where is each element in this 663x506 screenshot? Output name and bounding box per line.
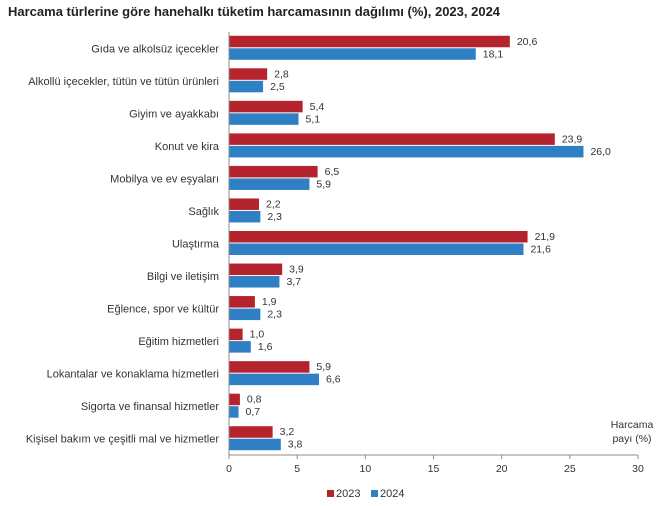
category-label: Lokantalar ve konaklama hizmetleri [47,369,219,381]
category-label: Alkollü içecekler, tütün ve tütün ürünle… [28,76,219,88]
category-label: Gıda ve alkolsüz içecekler [91,43,219,55]
bar-2023 [229,35,510,48]
data-label: 6,6 [326,374,341,386]
x-axis-title-line1: Harcama [611,419,654,431]
bar-2024 [229,373,319,386]
legend: 2023 2024 [327,488,404,500]
category-label: Bilgi ve iletişim [147,271,219,283]
data-label: 5,9 [316,361,331,373]
x-tick-label: 5 [294,463,300,475]
bar-2024 [229,113,299,125]
bar-2024 [229,276,280,288]
bar-2023 [229,133,555,145]
bar-2023 [229,361,310,373]
data-label: 2,3 [267,211,282,223]
category-label: Mobilya ve ev eşyaları [110,173,219,185]
x-axis: 0 5 10 15 20 25 30 Harcama payı (%) [226,32,653,475]
category-label: Sigorta ve finansal hizmetler [81,401,220,413]
bar-2024 [229,406,239,418]
bar-2024 [229,48,476,60]
bar-2024 [229,80,264,93]
category-label: Giyim ve ayakkabı [129,108,219,120]
x-tick-label: 25 [564,463,576,475]
data-label: 3,9 [289,264,304,276]
data-label: 6,5 [325,166,340,178]
data-label: 23,9 [562,133,583,145]
bar-2023 [229,393,240,406]
data-label: 3,7 [286,276,301,288]
legend-label-2023: 2023 [336,488,360,500]
data-label: 0,8 [247,394,262,406]
data-label: 1,0 [250,329,265,341]
legend-swatch-2024 [371,490,378,497]
bar-2023 [229,296,255,308]
bar-2024 [229,178,310,190]
data-label: 5,9 [316,178,331,190]
legend-label-2024: 2024 [380,488,404,500]
data-label: 21,9 [535,231,556,243]
bar-2024 [229,341,251,353]
chart-title: Harcama türlerine göre hanehalkı tüketim… [8,4,501,19]
data-label: 0,7 [246,406,261,418]
category-label: Konut ve kira [155,141,220,153]
data-label: 2,3 [267,309,282,321]
x-axis-title-line2: payı (%) [612,433,651,445]
data-label: 21,6 [530,244,551,256]
category-label: Kişisel bakım ve çeşitli mal ve hizmetle… [26,434,220,446]
data-label: 20,6 [517,36,538,48]
labels-layer: Gıda ve alkolsüz içecekler 20,6 18,1 Alkoll… [26,36,611,451]
data-label: 2,2 [266,198,281,210]
bar-2023 [229,198,259,210]
bar-2024 [229,438,281,451]
data-label: 3,2 [280,426,295,438]
bar-2023 [229,426,273,438]
data-label: 5,4 [310,101,325,113]
legend-swatch-2023 [327,490,334,497]
x-tick-label: 0 [226,463,232,475]
bar-2024 [229,308,261,321]
bar-2023 [229,328,243,341]
bar-2023 [229,68,268,80]
x-tick-label: 20 [496,463,508,475]
data-label: 2,5 [270,81,285,93]
bar-2024 [229,210,261,223]
data-label: 1,6 [258,341,273,353]
bar-2024 [229,243,524,255]
bar-2024 [229,145,584,158]
data-label: 26,0 [590,146,611,158]
category-label: Ulaştırma [172,239,220,251]
data-label: 5,1 [306,113,321,125]
x-tick-label: 30 [632,463,644,475]
category-label: Eğlence, spor ve kültür [107,304,219,316]
category-label: Sağlık [188,206,219,218]
x-tick-label: 15 [428,463,440,475]
bar-2023 [229,100,303,113]
bar-2023 [229,231,528,243]
bars-layer [229,35,584,451]
bar-2023 [229,165,318,178]
data-label: 1,9 [262,296,277,308]
x-tick-label: 10 [359,463,371,475]
category-label: Eğitim hizmetleri [138,336,219,348]
bar-2023 [229,263,283,276]
data-label: 3,8 [288,439,303,451]
data-label: 2,8 [274,68,289,80]
data-label: 18,1 [483,48,504,60]
